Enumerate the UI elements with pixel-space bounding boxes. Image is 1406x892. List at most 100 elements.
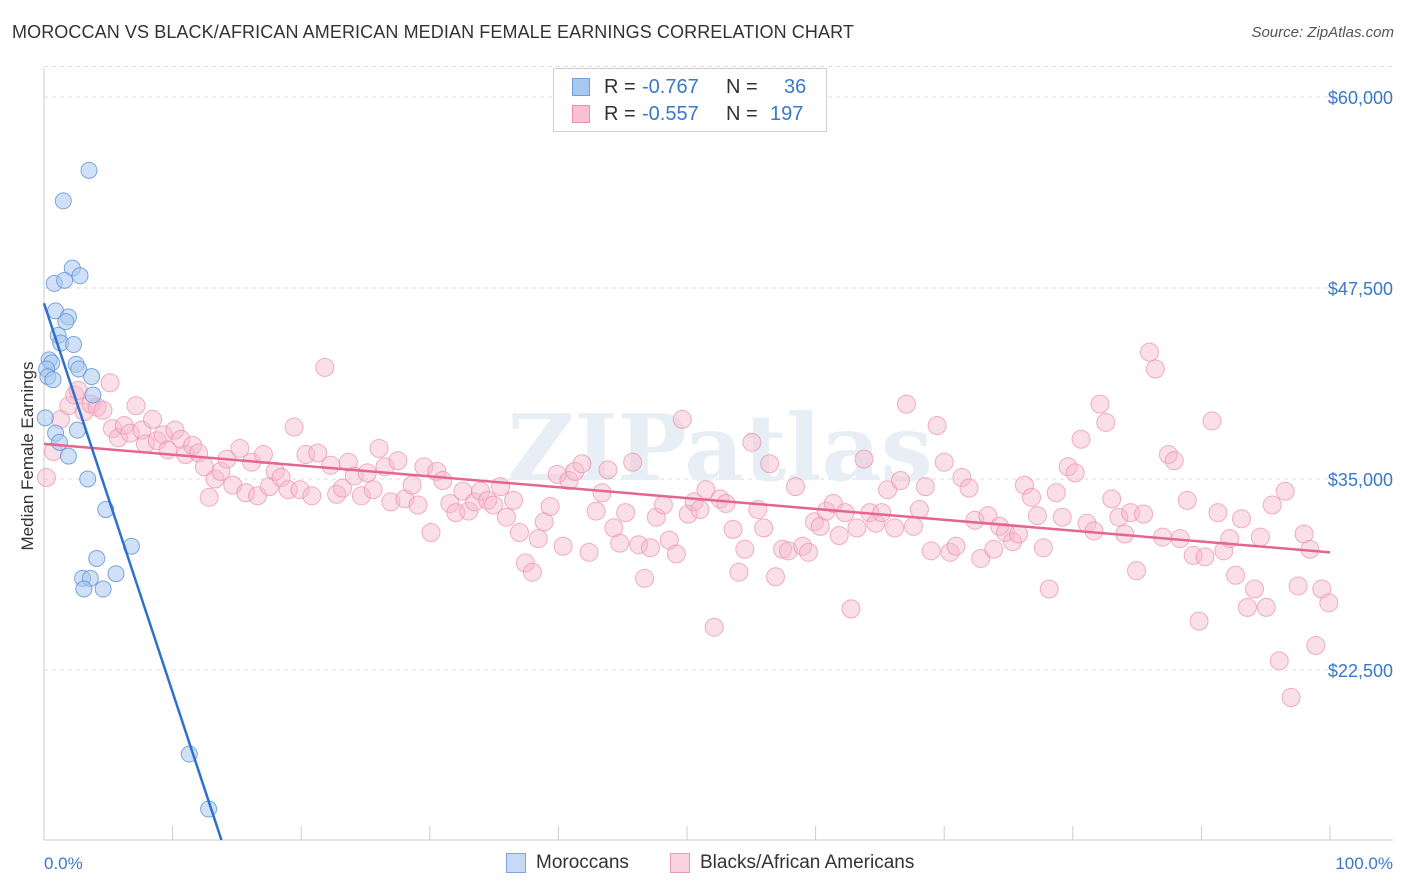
data-point-blacks (183, 435, 203, 455)
data-point-blacks (786, 477, 806, 497)
data-point-blacks (171, 429, 191, 449)
y-tick-label: $22,500 (1328, 661, 1393, 681)
data-point-blacks (765, 567, 785, 587)
axes (43, 68, 1393, 841)
data-point-moroccans (80, 161, 98, 179)
data-point-blacks (321, 455, 341, 475)
legend-swatch-blacks (572, 105, 590, 123)
data-point-blacks (1226, 565, 1246, 585)
data-point-blacks (459, 501, 479, 521)
data-point-blacks (408, 495, 428, 515)
data-point-blacks (971, 548, 991, 568)
legend-r-value: -0.557 (642, 102, 699, 125)
data-point-blacks (1164, 451, 1184, 471)
data-point-blacks (878, 480, 898, 500)
data-point-blacks (271, 467, 291, 487)
legend-item-moroccans[interactable]: Moroccans (506, 852, 629, 874)
data-point-blacks (592, 483, 612, 503)
data-point-blacks (760, 454, 780, 474)
data-point-blacks (646, 507, 666, 527)
data-point-blacks (1022, 487, 1042, 507)
data-point-blacks (93, 400, 113, 420)
data-point-blacks (1033, 538, 1053, 558)
data-point-blacks (1214, 541, 1234, 561)
data-point-blacks (165, 420, 185, 440)
legend-n-value: 36 (784, 75, 807, 98)
data-point-blacks (332, 478, 352, 498)
data-point-blacks (729, 562, 749, 582)
data-point-blacks (351, 486, 371, 506)
data-point-blacks (610, 533, 630, 553)
data-point-blacks (616, 503, 636, 523)
data-point-moroccans (84, 386, 102, 404)
data-point-blacks (327, 484, 347, 504)
data-point-blacks (381, 492, 401, 512)
data-point-blacks (230, 438, 250, 458)
legend-n-label: N = (726, 102, 758, 125)
y-tick-labels: $60,000 $47,500 $35,000 $22,500 (1328, 88, 1393, 681)
data-point-blacks (315, 357, 335, 377)
legend-item-blacks[interactable]: Blacks/African Americans (670, 852, 914, 874)
data-point-blacks (120, 423, 140, 443)
data-point-blacks (509, 522, 529, 542)
data-point-blacks (402, 475, 422, 495)
data-point-blacks (1256, 597, 1276, 617)
data-point-blacks (100, 373, 120, 393)
data-point-blacks (946, 536, 966, 556)
data-point-blacks (528, 529, 548, 549)
data-point-blacks (793, 536, 813, 556)
data-point-blacks (308, 443, 328, 463)
data-point-blacks (1269, 651, 1289, 671)
data-point-blacks (1134, 504, 1154, 524)
data-point-blacks (854, 449, 874, 469)
data-point-blacks (496, 507, 516, 527)
data-point-blacks (1237, 597, 1257, 617)
data-point-blacks (1306, 636, 1326, 656)
data-point-blacks (1145, 359, 1165, 379)
data-point-blacks (1096, 412, 1116, 432)
source-label: Source: ZipAtlas.com (1251, 24, 1394, 41)
data-point-blacks (716, 493, 736, 513)
legend-r-label: R = (604, 102, 636, 125)
data-point-moroccans (107, 565, 125, 583)
data-point-blacks (623, 452, 643, 472)
legend-r-value: -0.767 (642, 75, 699, 98)
data-point-moroccans (36, 409, 54, 427)
trend-lines (42, 302, 1331, 841)
legend-swatch-moroccans (572, 78, 590, 96)
data-point-blacks (440, 493, 460, 513)
data-point-blacks (388, 451, 408, 471)
data-point-blacks (927, 416, 947, 436)
data-point-blacks (1195, 547, 1215, 567)
data-point-moroccans (44, 371, 62, 389)
data-point-moroccans (59, 447, 77, 465)
data-point-blacks (1102, 489, 1122, 509)
data-point-blacks (1046, 483, 1066, 503)
data-point-blacks (915, 477, 935, 497)
x-tick-label-left: 0.0% (44, 854, 83, 873)
data-point-blacks (984, 539, 1004, 559)
data-point-blacks (1244, 579, 1264, 599)
data-point-moroccans (54, 192, 72, 210)
data-point-blacks (635, 568, 655, 588)
data-point-blacks (579, 542, 599, 562)
data-point-moroccans (71, 267, 89, 285)
data-point-blacks (1208, 503, 1228, 523)
data-point-blacks (114, 416, 134, 436)
data-point-blacks (909, 500, 929, 520)
data-point-blacks (754, 518, 774, 538)
data-point-moroccans (65, 336, 83, 354)
data-point-blacks (1139, 342, 1159, 362)
data-point-blacks (1003, 532, 1023, 552)
data-point-blacks (690, 500, 710, 520)
data-point-blacks (1275, 481, 1295, 501)
data-point-blacks (211, 461, 231, 481)
data-point-blacks (290, 480, 310, 500)
legend-n-label: N = (726, 75, 758, 98)
data-point-blacks (302, 486, 322, 506)
data-point-blacks (1014, 475, 1034, 495)
data-point-blacks (1158, 445, 1178, 465)
legend-label-moroccans: Moroccans (536, 852, 629, 873)
data-point-blacks (1027, 506, 1047, 526)
